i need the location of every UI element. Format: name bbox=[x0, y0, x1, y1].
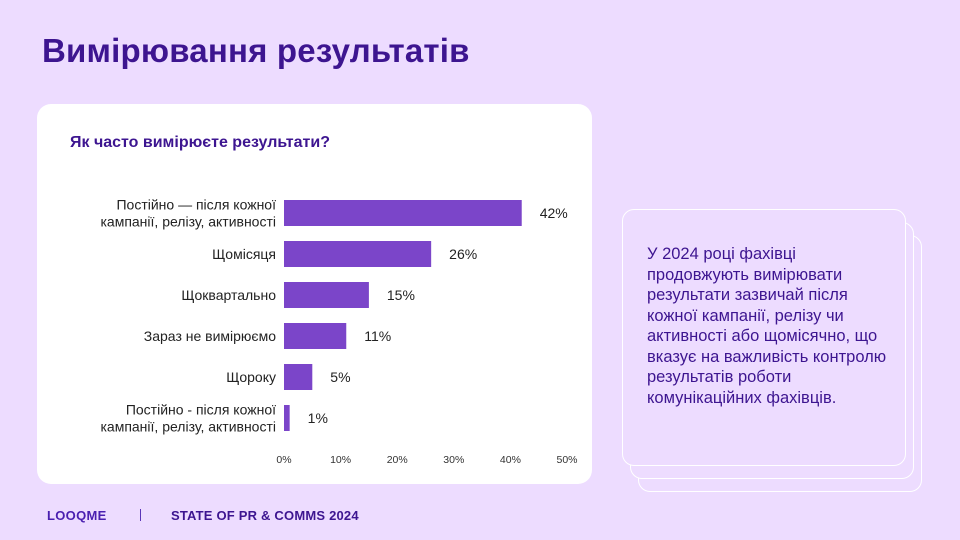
bar-2 bbox=[284, 282, 369, 308]
bar-value-label-3: 11% bbox=[364, 328, 391, 344]
note-frame-front: У 2024 році фахівці продовжують вимірюва… bbox=[622, 209, 906, 466]
x-tick-label-2: 20% bbox=[387, 454, 408, 466]
x-tick-label-4: 40% bbox=[500, 454, 521, 466]
footer-divider bbox=[140, 509, 141, 521]
category-label-2: Щоквартально bbox=[181, 287, 276, 303]
insight-text: У 2024 році фахівці продовжують вимірюва… bbox=[647, 245, 887, 407]
x-tick-label-1: 10% bbox=[330, 454, 351, 466]
bar-3 bbox=[284, 323, 347, 349]
bar-value-label-4: 5% bbox=[330, 369, 350, 385]
category-label-5: Постійно - після кожної кампанії, релізу,… bbox=[100, 402, 276, 435]
bar-4 bbox=[284, 364, 313, 390]
footer-report-name: STATE OF PR & COMMS 2024 bbox=[171, 508, 359, 523]
chart-card: Як часто вимірюєте результати? 42% Постій… bbox=[37, 104, 592, 484]
bar-5 bbox=[284, 405, 290, 431]
category-label-1: Щомісяця bbox=[212, 246, 276, 262]
bar-0 bbox=[284, 200, 522, 226]
bar-value-label-1: 26% bbox=[449, 246, 477, 262]
bar-value-label-5: 1% bbox=[308, 410, 328, 426]
x-tick-label-0: 0% bbox=[276, 454, 291, 466]
category-label-4: Щороку bbox=[226, 369, 276, 385]
bar-1 bbox=[284, 241, 432, 267]
insight-panel: У 2024 році фахівці продовжують вимірюва… bbox=[622, 209, 922, 494]
category-label-3: Зараз не вимірюємо bbox=[144, 328, 276, 344]
category-label-0: Постійно — після кожної кампанії, релізу,… bbox=[100, 197, 276, 230]
brand-logo: LOOQME bbox=[47, 508, 107, 523]
x-tick-label-5: 50% bbox=[556, 454, 577, 466]
page-title: Вимірювання результатів bbox=[42, 32, 470, 69]
chart-title: Як часто вимірюєте результати? bbox=[70, 134, 330, 151]
bar-chart: 42% Постійно — після кожної кампанії, релі… bbox=[100, 197, 577, 467]
bar-value-label-0: 42% bbox=[540, 205, 568, 221]
x-tick-label-3: 30% bbox=[443, 454, 464, 466]
bar-value-label-2: 15% bbox=[387, 287, 415, 303]
